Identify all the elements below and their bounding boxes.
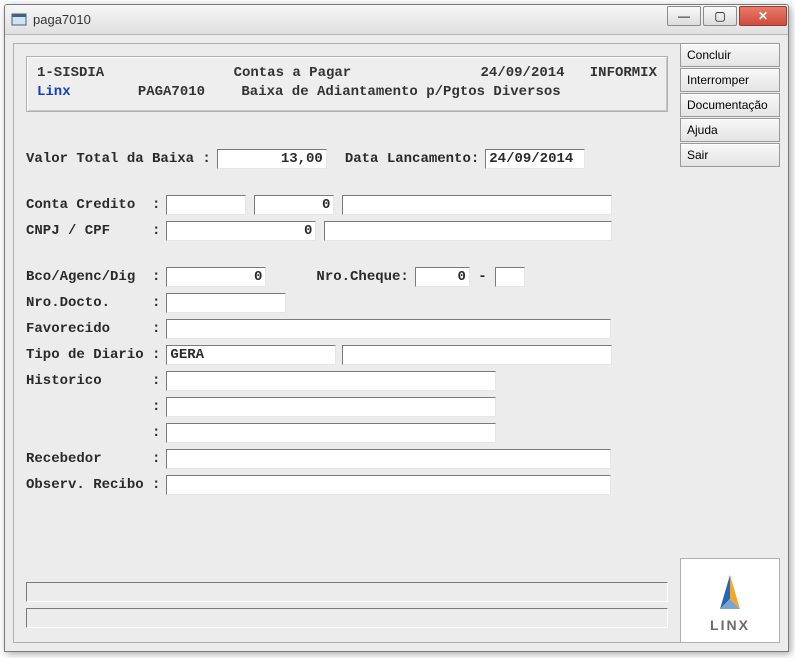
interromper-button[interactable]: Interromper (680, 68, 780, 92)
nro-cheque-a-input[interactable]: 0 (415, 267, 470, 287)
header-date: 24/09/2014 (481, 65, 565, 81)
status-bar-1 (26, 582, 668, 602)
conta-credito-label: Conta Credito : (26, 197, 160, 213)
minimize-button[interactable]: — (667, 6, 701, 26)
sair-button[interactable]: Sair (680, 143, 780, 167)
historico3-label: : (26, 425, 160, 441)
logo-text: LINX (710, 617, 750, 633)
vendor-logo: LINX (680, 558, 780, 643)
status-bar-2 (26, 608, 668, 628)
titlebar[interactable]: paga7010 — ▢ ✕ (5, 5, 788, 35)
nro-cheque-b-input[interactable] (495, 267, 525, 287)
cnpj-desc[interactable] (324, 221, 612, 241)
header-module: Contas a Pagar (234, 65, 352, 81)
nro-docto-label: Nro.Docto. : (26, 295, 160, 311)
recebedor-label: Recebedor : (26, 451, 160, 467)
window-title: paga7010 (33, 12, 665, 27)
main-panel: 1-SISDIA Contas a Pagar 24/09/2014 INFOR… (13, 43, 680, 643)
header-system: 1-SISDIA (37, 65, 104, 81)
historico3-input[interactable] (166, 423, 496, 443)
valor-total-label: Valor Total da Baixa : (26, 151, 211, 167)
tipo-diario-label: Tipo de Diario : (26, 347, 160, 363)
header-db: INFORMIX (590, 65, 657, 81)
historico1-input[interactable] (166, 371, 496, 391)
close-button[interactable]: ✕ (739, 6, 787, 26)
conta-credito-b-input[interactable]: 0 (254, 195, 334, 215)
historico-label: Historico : (26, 373, 160, 389)
cnpj-label: CNPJ / CPF : (26, 223, 160, 239)
favorecido-label: Favorecido : (26, 321, 160, 337)
conta-credito-a-input[interactable] (166, 195, 246, 215)
application-window: paga7010 — ▢ ✕ 1-SISDIA Contas a Pagar 2… (4, 4, 789, 652)
data-lancamento-label: Data Lancamento: (345, 151, 479, 167)
cnpj-input[interactable]: 0 (166, 221, 316, 241)
historico2-input[interactable] (166, 397, 496, 417)
window-buttons: — ▢ ✕ (665, 5, 788, 34)
minimize-icon: — (678, 10, 690, 22)
maximize-button[interactable]: ▢ (703, 6, 737, 26)
valor-total-input[interactable]: 13,00 (217, 149, 327, 169)
documentacao-button[interactable]: Documentação (680, 93, 780, 117)
status-bars (26, 576, 668, 628)
linx-icon (702, 569, 758, 617)
favorecido-input[interactable] (166, 319, 611, 339)
bco-label: Bco/Agenc/Dig : (26, 269, 160, 285)
conta-credito-desc[interactable] (342, 195, 612, 215)
ajuda-button[interactable]: Ajuda (680, 118, 780, 142)
header-program: PAGA7010 (138, 84, 205, 100)
close-icon: ✕ (758, 10, 768, 22)
tipo-diario-input[interactable]: GERA (166, 345, 336, 365)
data-lancamento-input[interactable]: 24/09/2014 (485, 149, 585, 169)
header-subtitle: Baixa de Adiantamento p/Pgtos Diversos (241, 84, 560, 100)
bco-input[interactable]: 0 (166, 267, 266, 287)
observ-label: Observ. Recibo : (26, 477, 160, 493)
sidebar: Concluir Interromper Documentação Ajuda … (680, 43, 780, 643)
program-header: 1-SISDIA Contas a Pagar 24/09/2014 INFOR… (26, 56, 668, 112)
nro-docto-input[interactable] (166, 293, 286, 313)
header-vendor[interactable]: Linx (37, 84, 71, 100)
concluir-button[interactable]: Concluir (680, 43, 780, 67)
client-area: 1-SISDIA Contas a Pagar 24/09/2014 INFOR… (5, 35, 788, 651)
maximize-icon: ▢ (714, 10, 725, 22)
tipo-diario-desc[interactable] (342, 345, 612, 365)
recebedor-input[interactable] (166, 449, 611, 469)
historico2-label: : (26, 399, 160, 415)
form-area: Valor Total da Baixa : 13,00 Data Lancam… (26, 148, 668, 496)
observ-input[interactable] (166, 475, 611, 495)
app-icon (11, 12, 27, 28)
nro-cheque-label: Nro.Cheque: (316, 269, 408, 285)
